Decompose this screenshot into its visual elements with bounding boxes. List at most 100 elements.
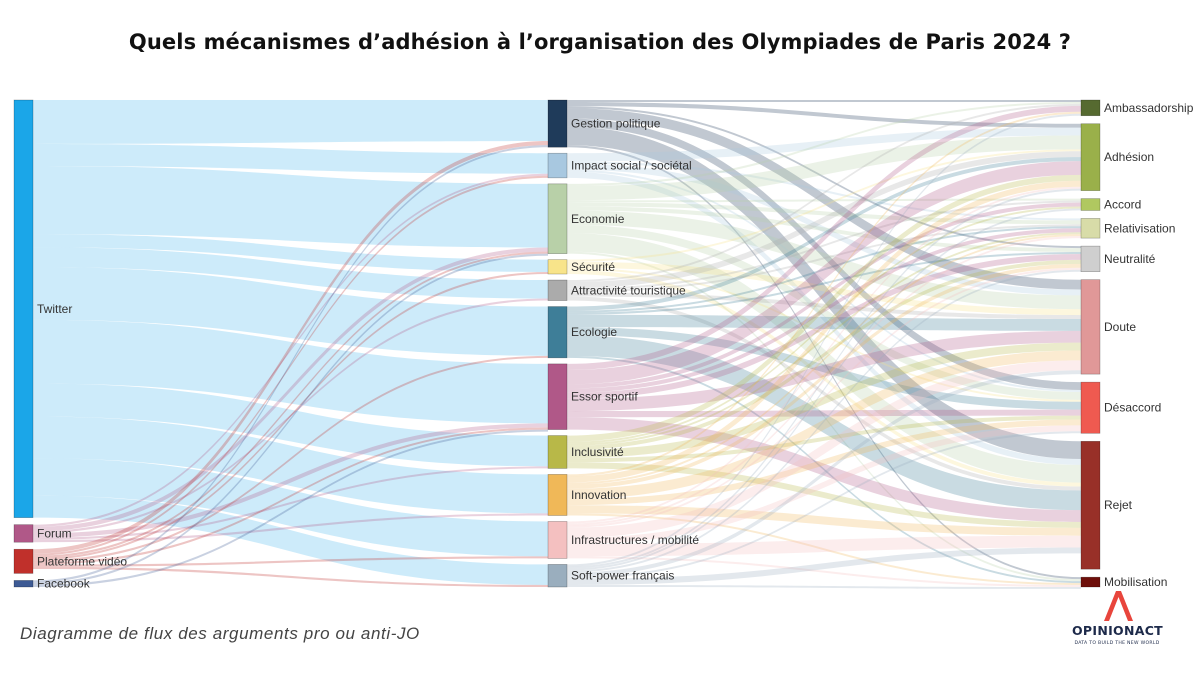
flow-video-to-softpower — [33, 566, 548, 587]
flow-infra-to-adhesion — [567, 186, 1081, 524]
flow-impact-to-relativisation — [567, 161, 1081, 221]
node-adhesion — [1080, 123, 1101, 191]
node-gestion — [547, 99, 568, 148]
flow-infra-to-doute — [567, 360, 1081, 538]
node-neutralite — [1080, 245, 1101, 272]
flow-essor-to-neutralite — [567, 253, 1081, 399]
flow-softpower-to-rejet — [567, 547, 1081, 585]
flow-inclusivite-to-rejet — [567, 462, 1081, 528]
flow-twitter-to-attractivite — [33, 247, 548, 299]
flow-twitter-to-innovation — [33, 416, 548, 514]
flow-ecologie-to-doute — [567, 314, 1081, 331]
flow-economie-to-ambassadorship — [567, 101, 1081, 186]
flow-softpower-to-doute — [567, 370, 1081, 577]
flow-softpower-to-accord — [567, 208, 1081, 571]
node-mobilisation — [1080, 576, 1101, 588]
flow-impact-to-doute — [567, 163, 1081, 296]
node-label-inclusivite: Inclusivité — [571, 445, 624, 459]
flow-infra-to-relativisation — [567, 236, 1081, 526]
node-label-mobilisation: Mobilisation — [1104, 575, 1167, 589]
flow-forum-to-economie — [33, 247, 548, 532]
flow-innovation-to-doute — [567, 350, 1081, 500]
flow-securite-to-adhesion — [567, 149, 1081, 262]
node-essor — [547, 363, 568, 430]
flow-gestion-to-adhesion — [567, 102, 1081, 128]
flow-inclusivite-to-accord — [567, 206, 1081, 444]
flow-securite-to-doute — [567, 261, 1081, 316]
flow-ecologie-to-mobilisation — [567, 355, 1081, 584]
node-desaccord — [1080, 381, 1101, 434]
flow-forum-to-inclusivite — [33, 466, 548, 541]
node-label-video: Plateforme vidéo — [37, 554, 127, 568]
flow-infra-to-desaccord — [567, 425, 1081, 545]
sankey-links — [33, 100, 1081, 589]
flow-forum-to-innovation — [33, 513, 548, 543]
flow-economie-to-rejet — [567, 233, 1081, 483]
flow-essor-to-ambassadorship — [567, 105, 1081, 371]
flow-twitter-to-gestion — [33, 100, 548, 144]
flow-twitter-to-inclusivite — [33, 383, 548, 467]
flow-twitter-to-economie — [33, 165, 548, 248]
node-infra — [547, 521, 568, 559]
flow-softpower-to-mobilisation — [567, 584, 1081, 589]
flow-forum-to-attractivite — [33, 298, 548, 534]
node-attractivite — [547, 279, 568, 301]
flow-essor-to-relativisation — [567, 228, 1081, 393]
flow-innovation-to-ambassadorship — [567, 111, 1081, 477]
node-forum — [13, 524, 34, 543]
flow-essor-to-rejet — [567, 417, 1081, 522]
flow-infra-to-neutralite — [567, 267, 1081, 528]
flow-economie-to-mobilisation — [567, 251, 1081, 582]
node-label-relativisation: Relativisation — [1104, 221, 1175, 235]
node-label-twitter: Twitter — [37, 302, 72, 316]
flow-video-to-essor — [33, 427, 548, 565]
flow-economie-to-adhesion — [567, 135, 1081, 201]
node-doute — [1080, 279, 1101, 375]
flow-softpower-to-neutralite — [567, 269, 1081, 573]
logo-name: OPINIONACT — [1072, 623, 1164, 638]
node-label-adhesion: Adhésion — [1104, 150, 1154, 164]
node-label-gestion: Gestion politique — [571, 117, 661, 131]
node-ambassadorship — [1080, 99, 1101, 117]
flow-economie-to-neutralite — [567, 206, 1081, 253]
node-label-forum: Forum — [37, 526, 72, 540]
logo-tagline: DATA TO BUILD THE NEW WORLD — [1074, 641, 1160, 646]
node-accord — [1080, 198, 1101, 211]
flow-essor-to-doute — [567, 330, 1081, 412]
flow-video-to-infra — [33, 556, 548, 567]
node-label-economie: Economie — [571, 212, 625, 226]
flow-securite-to-desaccord — [567, 267, 1081, 402]
node-label-facebook: Facebook — [37, 577, 91, 591]
node-inclusivite — [547, 435, 568, 469]
node-label-doute: Doute — [1104, 320, 1136, 334]
flow-twitter-to-essor — [33, 319, 548, 424]
flow-economie-to-desaccord — [567, 224, 1081, 400]
flow-attractivite-to-doute — [567, 292, 1081, 320]
node-label-innovation: Innovation — [571, 488, 626, 502]
chart-title: Quels mécanismes d’adhésion à l’organisa… — [128, 30, 1072, 54]
node-label-neutralite: Neutralité — [1104, 252, 1156, 266]
flow-innovation-to-adhesion — [567, 180, 1081, 483]
node-label-ambassadorship: Ambassadorship — [1104, 101, 1194, 115]
node-label-attractivite: Attractivité touristique — [571, 283, 686, 297]
node-economie — [547, 183, 568, 254]
node-softpower — [547, 564, 568, 588]
node-impact — [547, 152, 568, 179]
node-label-essor: Essor sportif — [571, 390, 638, 404]
node-label-rejet: Rejet — [1104, 498, 1133, 512]
flow-inclusivite-to-adhesion — [567, 174, 1081, 442]
flow-twitter-to-securite — [33, 234, 548, 272]
flow-attractivite-to-ambassadorship — [567, 103, 1081, 283]
flow-gestion-to-doute — [567, 108, 1081, 290]
flow-impact-to-desaccord — [567, 169, 1081, 392]
flow-ecologie-to-relativisation — [567, 226, 1081, 313]
flow-video-to-securite — [33, 271, 548, 561]
flow-softpower-to-adhesion — [567, 188, 1081, 569]
flow-impact-to-adhesion — [567, 127, 1081, 162]
node-facebook — [13, 580, 34, 588]
flow-video-to-impact — [33, 175, 548, 556]
flow-twitter-to-ecologie — [33, 267, 548, 356]
node-video — [13, 548, 34, 574]
node-label-securite: Sécurité — [571, 260, 615, 274]
flow-economie-to-doute — [567, 210, 1081, 310]
